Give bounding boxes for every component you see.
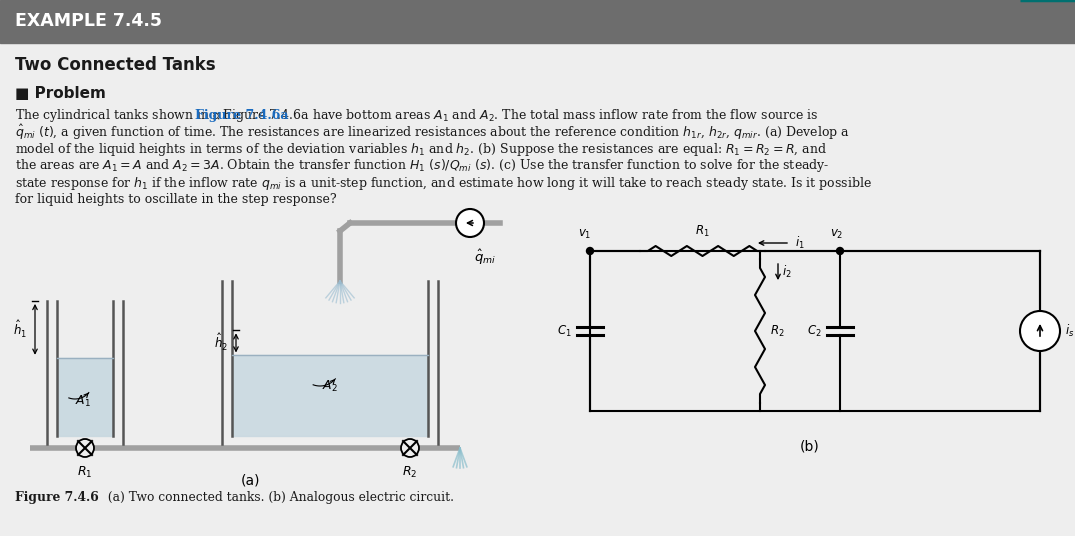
Text: EXAMPLE 7.4.5: EXAMPLE 7.4.5 [15, 12, 162, 31]
Text: $\hat{h}_2$: $\hat{h}_2$ [214, 332, 228, 353]
Text: $C_1$: $C_1$ [557, 323, 572, 339]
Text: $A_2$: $A_2$ [322, 378, 338, 393]
Text: $v_2$: $v_2$ [830, 228, 844, 241]
Text: $\hat{h}_1$: $\hat{h}_1$ [13, 319, 27, 340]
Text: $R_1$: $R_1$ [77, 465, 92, 480]
Bar [0, 0, 1075, 43]
Text: for liquid heights to oscillate in the step response?: for liquid heights to oscillate in the s… [15, 193, 336, 206]
Text: Figure 7.4.6: Figure 7.4.6 [15, 492, 99, 504]
Text: $i_2$: $i_2$ [782, 264, 791, 280]
Text: ■ Problem: ■ Problem [15, 86, 105, 101]
Text: $C_2$: $C_2$ [807, 323, 822, 339]
Text: $R_2$: $R_2$ [770, 323, 785, 339]
Text: $\hat{q}_{mi}$ $(t)$, a given function of time. The resistances are linearized r: $\hat{q}_{mi}$ $(t)$, a given function o… [15, 122, 850, 142]
Text: the areas are $A_1 = A$ and $A_2 = 3A$. Obtain the transfer function $H_1$ $(s)/: the areas are $A_1 = A$ and $A_2 = 3A$. … [15, 158, 830, 175]
Text: $i_1$: $i_1$ [796, 235, 805, 251]
Circle shape [587, 248, 593, 255]
Bar [57, 358, 113, 436]
Text: The cylindrical tanks shown in ☒ Figure 7.4.6a have bottom areas $A_1$ and $A_2$: The cylindrical tanks shown in ☒ Figure … [15, 107, 819, 123]
Text: (a): (a) [240, 474, 260, 488]
Bar [232, 355, 428, 436]
Text: $v_1$: $v_1$ [578, 228, 591, 241]
Circle shape [456, 209, 484, 237]
Circle shape [401, 439, 419, 457]
Circle shape [76, 439, 94, 457]
Text: (b): (b) [800, 439, 820, 453]
Text: $R_2$: $R_2$ [402, 465, 418, 480]
Text: Figure 7.4.6a: Figure 7.4.6a [195, 108, 288, 122]
Text: (a) Two connected tanks. (b) Analogous electric circuit.: (a) Two connected tanks. (b) Analogous e… [100, 492, 454, 504]
Circle shape [836, 248, 844, 255]
Text: model of the liquid heights in terms of the deviation variables $h_1$ and $h_2$.: model of the liquid heights in terms of … [15, 140, 827, 158]
Text: Two Connected Tanks: Two Connected Tanks [15, 56, 216, 74]
Text: state response for $h_1$ if the inflow rate $q_{mi}$ is a unit-step function, an: state response for $h_1$ if the inflow r… [15, 175, 872, 191]
Text: $R_1$: $R_1$ [696, 224, 710, 239]
Text: $i_s$: $i_s$ [1065, 323, 1074, 339]
Text: $\hat{q}_{mi}$: $\hat{q}_{mi}$ [474, 248, 496, 267]
Circle shape [1020, 311, 1060, 351]
Text: $A_1$: $A_1$ [75, 393, 91, 408]
